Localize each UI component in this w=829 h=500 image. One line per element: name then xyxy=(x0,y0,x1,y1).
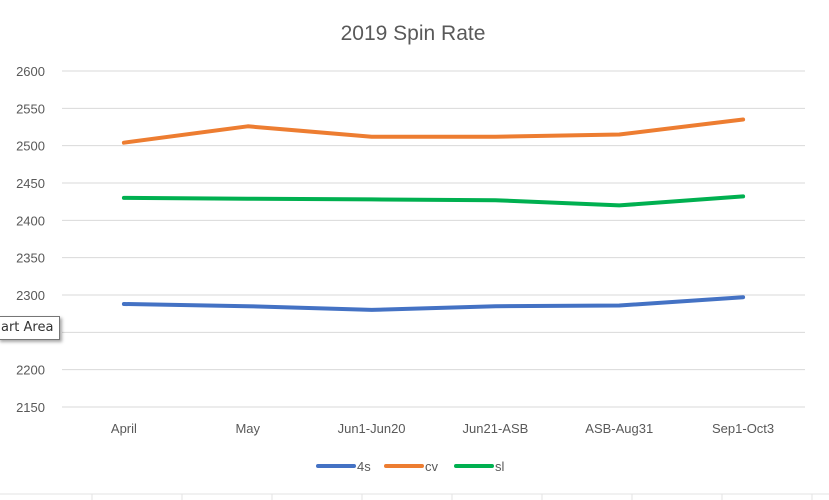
y-tick-label: 2300 xyxy=(16,288,45,303)
sheet-gridlines xyxy=(0,493,829,500)
series-lines xyxy=(121,117,746,312)
y-tick-label: 2550 xyxy=(16,101,45,116)
y-tick-label: 2600 xyxy=(16,64,45,79)
legend: 4s cv sl xyxy=(316,459,505,474)
legend-label-4s: 4s xyxy=(357,459,371,474)
chart-title: 2019 Spin Rate xyxy=(341,22,486,45)
legend-label-cv: cv xyxy=(425,459,439,474)
gridlines xyxy=(62,70,805,408)
y-tick-label: 2150 xyxy=(16,400,45,415)
y-tick-label: 2450 xyxy=(16,176,45,191)
y-tick-label: 2500 xyxy=(16,139,45,154)
series-line-4s[interactable] xyxy=(121,295,746,312)
x-tick-label: ASB-Aug31 xyxy=(585,421,653,436)
y-tick-label: 2350 xyxy=(16,251,45,266)
y-tick-label: 2200 xyxy=(16,363,45,378)
x-axis-tick-labels: April May Jun1-Jun20 Jun21-ASB ASB-Aug31 Sep1… xyxy=(111,421,774,436)
x-tick-label: May xyxy=(235,421,260,436)
legend-label-sl: sl xyxy=(495,459,505,474)
x-tick-label: Jun1-Jun20 xyxy=(338,421,406,436)
chart-area-tooltip: art Area xyxy=(0,316,61,340)
x-tick-label: Sep1-Oct3 xyxy=(712,421,774,436)
series-line-cv[interactable] xyxy=(121,117,746,145)
series-line-sl[interactable] xyxy=(121,194,746,208)
y-tick-label: 2400 xyxy=(16,213,45,228)
x-tick-label: Jun21-ASB xyxy=(463,421,529,436)
x-tick-label: April xyxy=(111,421,137,436)
